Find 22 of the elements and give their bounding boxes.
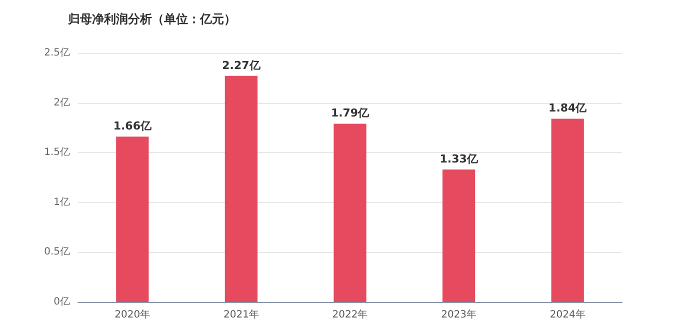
data-label: 1.33亿 bbox=[440, 152, 479, 166]
y-tick-label: 1.5亿 bbox=[44, 147, 70, 158]
x-tick-label: 2020年 bbox=[114, 308, 150, 320]
chart-title: 归母净利润分析（单位：亿元） bbox=[67, 12, 236, 26]
data-label: 1.66亿 bbox=[113, 120, 152, 133]
x-tick-label: 2022年 bbox=[332, 308, 368, 320]
data-label: 2.27亿 bbox=[222, 58, 262, 72]
bar bbox=[116, 136, 149, 302]
x-tick-label: 2021年 bbox=[223, 308, 259, 320]
data-label: 1.84亿 bbox=[548, 102, 588, 115]
bar bbox=[334, 124, 366, 302]
y-tick-label: 2亿 bbox=[54, 97, 70, 108]
y-tick-label: 1亿 bbox=[54, 196, 70, 208]
y-tick-label: 0亿 bbox=[54, 296, 70, 308]
y-tick-label: 2.5亿 bbox=[44, 48, 70, 58]
bar bbox=[551, 118, 584, 302]
data-label: 1.79亿 bbox=[330, 106, 370, 120]
x-tick-label: 2023年 bbox=[441, 308, 477, 320]
bar bbox=[224, 76, 258, 302]
x-tick-label: 2024年 bbox=[550, 308, 586, 320]
y-tick-label: 0.5亿 bbox=[44, 246, 70, 258]
bar bbox=[442, 170, 476, 302]
